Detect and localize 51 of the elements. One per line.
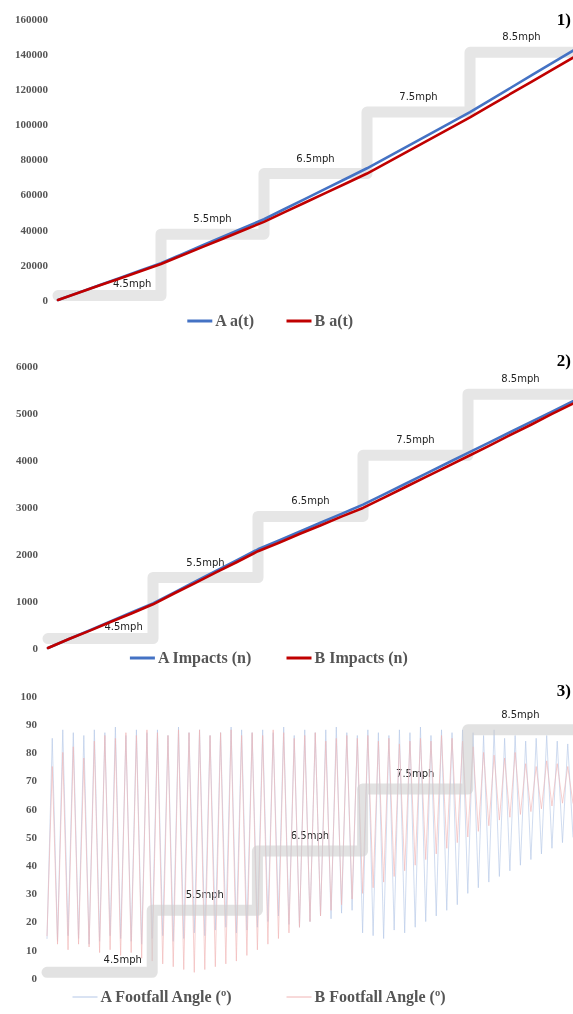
y-tick-label: 4000 — [16, 453, 39, 466]
y-tick-label: 10 — [26, 943, 38, 956]
y-tick-label: 90 — [26, 718, 38, 731]
y-tick-label: 60 — [26, 802, 38, 815]
annotation: 4.5mph — [112, 277, 152, 289]
y-tick-label: 60000 — [20, 188, 49, 201]
y-tick-label: 140000 — [15, 47, 49, 60]
y-tick-label: 30 — [26, 887, 38, 900]
y-tick-label: 70 — [26, 774, 38, 787]
annotation: 6.5mph — [290, 830, 330, 842]
annotation: 4.5mph — [103, 954, 142, 966]
chart-title: 1) — [556, 9, 571, 29]
annotation: 6.5mph — [291, 495, 330, 507]
y-tick-label: 40 — [26, 859, 38, 872]
y-tick-label: 50 — [26, 830, 38, 843]
annotation: 7.5mph — [396, 768, 435, 780]
y-tick-label: 5000 — [16, 406, 39, 419]
chart-title: 3) — [556, 680, 571, 700]
y-tick-label: 120000 — [15, 83, 49, 96]
y-tick-label: 20000 — [20, 258, 49, 271]
annotation: 7.5mph — [396, 434, 435, 446]
legend-label: A Impacts (n) — [157, 649, 252, 667]
y-tick-label: 100 — [20, 689, 38, 702]
y-tick-label: 80 — [26, 746, 38, 759]
legend-label: B Footfall Angle (º) — [314, 988, 446, 1006]
annotation: 5.5mph — [186, 556, 225, 568]
annotation: 8.5mph — [501, 373, 540, 385]
annotation: 7.5mph — [399, 91, 438, 103]
annotation: 6.5mph — [296, 152, 335, 164]
annotation: 5.5mph — [185, 889, 224, 901]
legend-label: B Impacts (n) — [314, 649, 408, 667]
annotation: 4.5mph — [104, 620, 143, 632]
y-tick-label: 0 — [32, 641, 39, 654]
y-tick-label: 40000 — [20, 223, 49, 236]
y-tick-label: 160000 — [15, 12, 49, 25]
y-tick-label: 0 — [42, 293, 49, 306]
y-tick-label: 1000 — [16, 594, 39, 607]
legend-label: A a(t) — [215, 312, 254, 330]
y-tick-label: 0 — [31, 971, 38, 984]
legend-label: A Footfall Angle (º) — [100, 988, 232, 1006]
annotation: 8.5mph — [501, 708, 540, 720]
chart-title: 2) — [556, 350, 571, 370]
y-tick-label: 6000 — [16, 359, 39, 372]
annotation: 8.5mph — [502, 31, 541, 43]
y-tick-label: 20 — [26, 915, 38, 928]
y-tick-label: 100000 — [15, 118, 49, 131]
legend-label: B a(t) — [314, 312, 354, 330]
annotation: 5.5mph — [193, 213, 232, 225]
y-tick-label: 3000 — [16, 500, 39, 513]
y-tick-label: 80000 — [20, 153, 49, 166]
y-tick-label: 2000 — [16, 547, 39, 560]
